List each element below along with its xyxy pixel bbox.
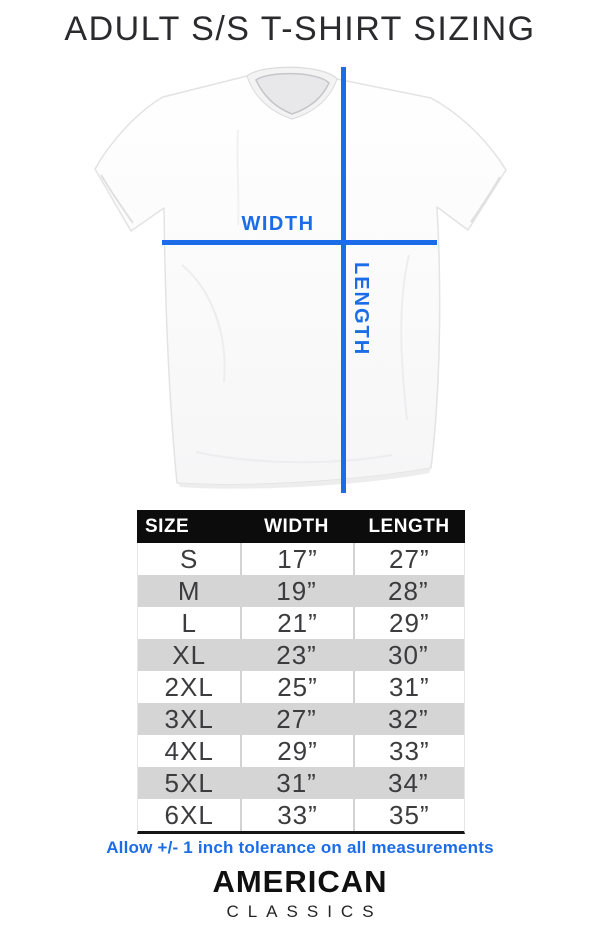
length-cell: 27”	[352, 543, 464, 575]
length-cell: 31”	[352, 671, 464, 703]
width-cell: 19”	[276, 576, 317, 606]
table-row: L 21” 29”	[138, 607, 464, 639]
tshirt-photo	[94, 66, 507, 493]
wrinkle	[400, 254, 410, 421]
table-row: 3XL 27” 32”	[138, 703, 464, 735]
width-cell: 17”	[240, 543, 352, 575]
header-width: WIDTH	[264, 516, 329, 537]
brand-subname: CLASSICS	[226, 901, 383, 921]
table-row: 6XL 33” 35”	[138, 799, 464, 831]
brand-name: AMERICAN	[212, 864, 388, 899]
width-cell: 25”	[240, 671, 352, 703]
length-cell: 32”	[388, 704, 429, 734]
size-cell: 3XL	[164, 704, 214, 734]
size-table: SIZE WIDTH LENGTH S 17” 27” M 19” 28” L …	[137, 510, 465, 834]
size-cell: 5XL	[164, 768, 214, 798]
width-cell: 31”	[276, 768, 317, 798]
length-cell: 29”	[352, 607, 464, 639]
length-cell: 28”	[388, 576, 429, 606]
table-row: M 19” 28”	[138, 575, 464, 607]
length-cell: 35”	[352, 799, 464, 831]
length-cell: 30”	[388, 640, 429, 670]
left-cuff-seam	[100, 174, 134, 224]
table-row: XL 23” 30”	[138, 639, 464, 671]
wrinkle	[236, 129, 240, 226]
table-row: 5XL 31” 34”	[138, 767, 464, 799]
table-body: S 17” 27” M 19” 28” L 21” 29” XL 23” 30”…	[137, 543, 465, 834]
size-cell: L	[181, 608, 197, 638]
header-size: SIZE	[145, 516, 190, 537]
length-cell: 34”	[388, 768, 429, 798]
table-row: S 17” 27”	[138, 543, 464, 575]
width-cell: 21”	[240, 607, 352, 639]
width-cell: 23”	[276, 640, 317, 670]
length-cell: 33”	[352, 735, 464, 767]
tolerance-note: Allow +/- 1 inch tolerance on all measur…	[106, 838, 494, 857]
size-cell: 6XL	[164, 800, 214, 830]
wrinkle	[181, 264, 226, 383]
tshirt-collar-opening	[255, 72, 330, 115]
width-measure-label: WIDTH	[241, 213, 315, 235]
size-cell: M	[177, 576, 201, 606]
size-cell: 2XL	[164, 672, 214, 702]
size-cell: 4XL	[164, 736, 214, 766]
width-cell: 29”	[240, 735, 352, 767]
width-cell: 27”	[276, 704, 317, 734]
length-measure-label: LENGTH	[350, 262, 372, 357]
table-row: 4XL 29” 33”	[138, 735, 464, 767]
hem-shadow	[178, 468, 431, 489]
size-cell: XL	[172, 640, 207, 670]
wrinkle	[195, 451, 393, 464]
page-title: ADULT S/S T-SHIRT SIZING	[64, 10, 536, 48]
table-row: 2XL 25” 31”	[138, 671, 464, 703]
width-cell: 33”	[240, 799, 352, 831]
brand-logo: AMERICAN CLASSICS	[0, 864, 600, 922]
table-header-row: SIZE WIDTH LENGTH	[137, 510, 465, 543]
header-length: LENGTH	[368, 516, 450, 537]
size-cell: S	[180, 544, 199, 574]
right-cuff-seam	[470, 176, 501, 223]
tshirt-body	[94, 66, 507, 486]
